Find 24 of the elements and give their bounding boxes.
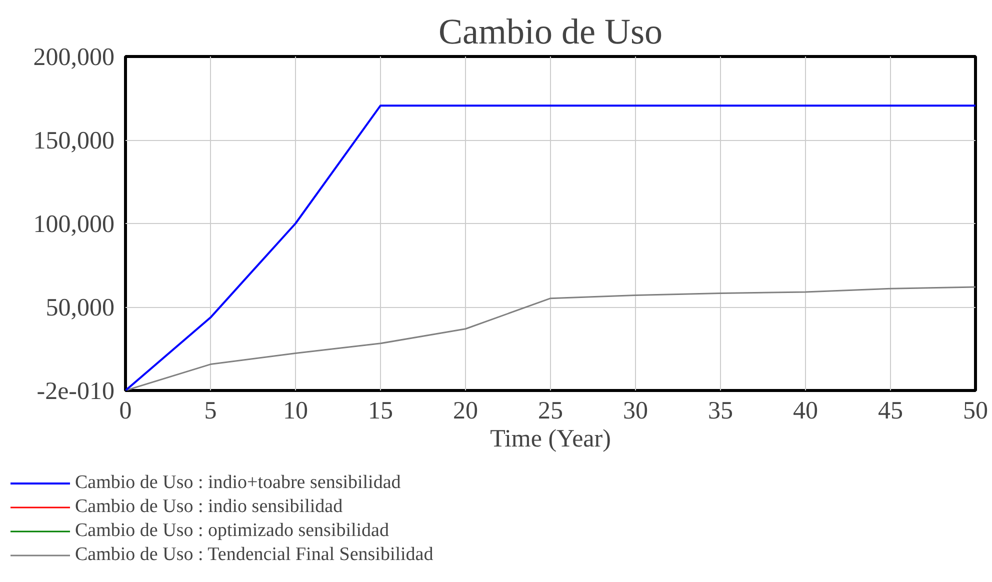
x-tick-label: 10: [283, 398, 308, 424]
legend-label: Cambio de Uso : optimizado sensibilidad: [75, 520, 389, 542]
y-tick-label: 100,000: [33, 211, 114, 238]
line-series: [126, 286, 976, 390]
y-tick-label: 150,000: [33, 128, 114, 154]
x-tick-label: 0: [119, 398, 132, 424]
legend-label: Cambio de Uso : Tendencial Final Sensibilidad: [75, 544, 434, 566]
x-tick-label: 30: [623, 398, 648, 424]
x-axis-title: Time (Year): [490, 426, 611, 452]
line-series: [126, 104, 976, 390]
legend-label: Cambio de Uso : indio+toabre sensibilidad: [75, 472, 401, 494]
x-tick-label: 5: [204, 398, 217, 424]
chart-title: Cambio de Uso: [438, 12, 662, 52]
x-tick-label: 50: [963, 398, 988, 424]
y-tick-label: 50,000: [46, 294, 114, 322]
x-tick-label: 20: [453, 398, 478, 424]
y-tick-label: 200,000: [33, 44, 114, 71]
x-tick-label: 35: [708, 398, 733, 424]
y-tick-label: -2e-010: [36, 378, 115, 405]
x-tick-label: 45: [878, 398, 903, 424]
x-tick-label: 40: [793, 398, 818, 424]
x-tick-label: 15: [368, 398, 393, 424]
legend-label: Cambio de Uso : indio sensibilidad: [75, 496, 343, 518]
x-tick-label: 25: [538, 398, 563, 424]
